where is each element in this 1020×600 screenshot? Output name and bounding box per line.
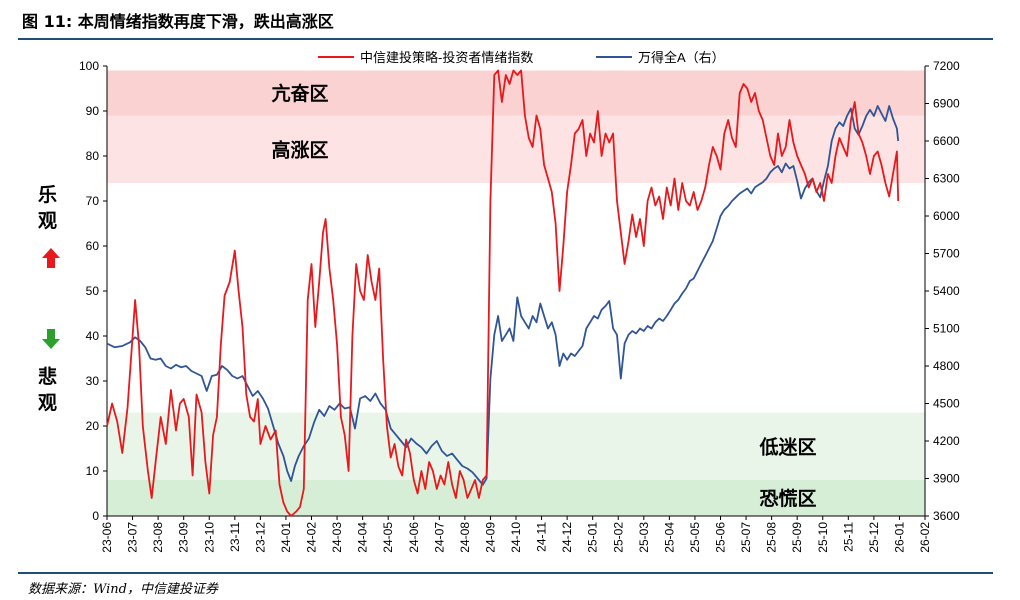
wind-all-a-line xyxy=(106,105,900,486)
x-tick-label: 26-02 xyxy=(918,522,932,553)
legend-label: 万得全A（右） xyxy=(638,50,725,65)
figure-title: 图 11: 本周情绪指数再度下滑，跌出高涨区 xyxy=(22,12,334,31)
x-tick-label: 23-10 xyxy=(202,522,216,553)
right-tick-label: 6900 xyxy=(933,97,960,111)
x-tick-label: 23-07 xyxy=(126,522,140,553)
arrow-up-icon xyxy=(42,248,60,268)
right-tick-label: 6600 xyxy=(933,134,960,148)
title-rule xyxy=(18,38,993,40)
x-tick-label: 25-02 xyxy=(611,522,625,553)
x-tick-label: 24-01 xyxy=(279,522,293,553)
x-tick-label: 24-03 xyxy=(330,522,344,553)
x-tick-label: 25-07 xyxy=(739,522,753,553)
x-tick-label: 23-08 xyxy=(151,522,165,553)
right-tick-label: 5100 xyxy=(933,322,960,336)
zone-label: 恐慌区 xyxy=(759,487,816,510)
x-tick-label: 25-11 xyxy=(841,522,855,552)
right-tick-label: 3600 xyxy=(933,509,960,523)
left-tick-label: 100 xyxy=(79,59,99,73)
left-tick-label: 0 xyxy=(92,509,99,523)
zone-band xyxy=(107,480,925,516)
right-tick-label: 7200 xyxy=(933,59,960,73)
x-tick-label: 25-04 xyxy=(662,522,676,553)
sentiment-zones xyxy=(107,70,925,516)
x-tick-label: 25-06 xyxy=(714,522,728,553)
x-tick-label: 25-12 xyxy=(867,522,881,553)
zone-band xyxy=(107,412,925,480)
zone-label: 低迷区 xyxy=(758,435,816,458)
x-tick-label: 25-10 xyxy=(816,522,830,553)
footer-rule xyxy=(18,572,993,574)
right-tick-label: 4800 xyxy=(933,359,960,373)
left-tick-label: 50 xyxy=(86,284,100,298)
x-tick-label: 24-05 xyxy=(381,522,395,553)
x-tick-label: 23-09 xyxy=(177,522,191,553)
left-tick-label: 70 xyxy=(86,194,100,208)
right-tick-label: 5700 xyxy=(933,247,960,261)
x-tick-label: 25-01 xyxy=(586,522,600,553)
x-tick-label: 23-11 xyxy=(228,522,242,552)
x-tick-label: 26-01 xyxy=(892,522,906,553)
left-tick-label: 90 xyxy=(86,104,100,118)
right-tick-label: 3900 xyxy=(933,472,960,486)
legend-label: 中信建投策略-投资者情绪指数 xyxy=(360,50,533,65)
x-tick-label: 23-12 xyxy=(253,522,267,553)
optimistic-label: 乐观 xyxy=(38,184,58,232)
x-tick-label: 24-02 xyxy=(305,522,319,553)
x-tick-label: 24-10 xyxy=(509,522,523,553)
left-tick-label: 60 xyxy=(86,239,100,253)
chart-legend: 中信建投策略-投资者情绪指数 万得全A（右） xyxy=(318,50,725,65)
right-tick-label: 4200 xyxy=(933,434,960,448)
x-tick-label: 24-06 xyxy=(407,522,421,553)
chart-axes: 0 10 20 30 40 50 60 70 80 90 100 3600 3900 4200 4500 48… xyxy=(79,59,960,553)
right-tick-label: 4500 xyxy=(933,397,960,411)
left-tick-label: 80 xyxy=(86,149,100,163)
x-tick-label: 25-03 xyxy=(637,522,651,553)
source-note: 数据来源：Wind，中信建投证券 xyxy=(28,582,218,597)
left-tick-label: 30 xyxy=(86,374,100,388)
zone-label: 亢奋区 xyxy=(271,82,328,105)
left-tick-label: 40 xyxy=(86,329,100,343)
sentiment-index-line xyxy=(106,69,900,517)
x-tick-label: 25-08 xyxy=(765,522,779,553)
x-tick-label: 24-09 xyxy=(483,522,497,553)
x-tick-label: 25-05 xyxy=(688,522,702,553)
zone-band xyxy=(107,70,925,116)
x-tick-label: 24-08 xyxy=(458,522,472,553)
x-tick-label: 23-06 xyxy=(100,522,114,553)
left-tick-label: 10 xyxy=(86,464,100,478)
x-tick-label: 24-12 xyxy=(560,522,574,553)
left-tick-label: 20 xyxy=(86,419,100,433)
right-tick-label: 5400 xyxy=(933,284,960,298)
zone-label: 高涨区 xyxy=(271,138,328,161)
x-tick-label: 25-09 xyxy=(790,522,804,553)
x-tick-label: 24-04 xyxy=(356,522,370,553)
pessimistic-label: 悲观 xyxy=(38,366,58,414)
chart-series xyxy=(106,69,900,517)
arrow-down-icon xyxy=(42,329,60,349)
right-tick-label: 6300 xyxy=(933,172,960,186)
x-tick-label: 24-07 xyxy=(432,522,446,553)
x-tick-label: 24-11 xyxy=(535,522,549,552)
zone-band xyxy=(107,115,925,183)
right-tick-label: 6000 xyxy=(933,209,960,223)
